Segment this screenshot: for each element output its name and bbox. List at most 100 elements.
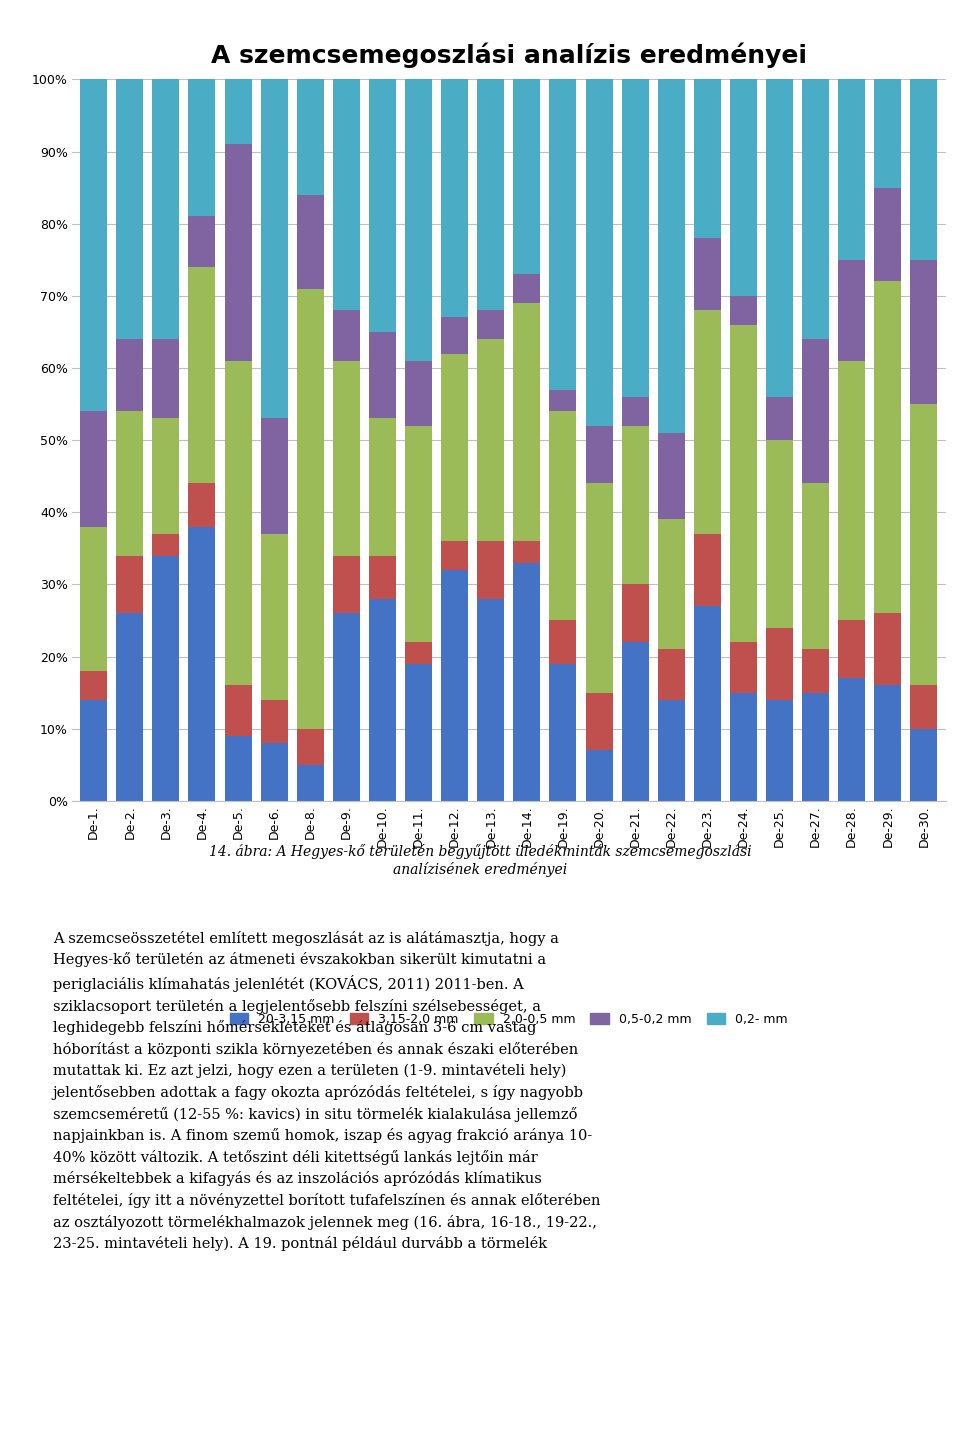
Bar: [477, 79, 504, 310]
Bar: [910, 404, 938, 685]
Bar: [910, 79, 938, 260]
Bar: [333, 556, 360, 613]
Bar: [405, 79, 432, 361]
Bar: [297, 729, 324, 765]
Bar: [622, 397, 649, 426]
Bar: [766, 440, 793, 628]
Bar: [838, 620, 865, 678]
Bar: [260, 700, 288, 743]
Bar: [875, 79, 901, 188]
Bar: [153, 418, 180, 534]
Bar: [875, 685, 901, 801]
Bar: [153, 534, 180, 556]
Bar: [875, 613, 901, 685]
Bar: [369, 79, 396, 332]
Title: A szemcsemegoszlási analízis eredményei: A szemcsemegoszlási analízis eredményei: [211, 42, 806, 68]
Bar: [549, 411, 577, 620]
Bar: [333, 310, 360, 361]
Bar: [441, 317, 468, 354]
Bar: [260, 743, 288, 801]
Bar: [549, 664, 577, 801]
Bar: [80, 411, 108, 527]
Bar: [260, 534, 288, 700]
Bar: [730, 296, 757, 325]
Bar: [225, 361, 252, 685]
Bar: [514, 79, 540, 274]
Bar: [225, 736, 252, 801]
Bar: [260, 79, 288, 418]
Bar: [549, 620, 577, 664]
Bar: [910, 685, 938, 729]
Bar: [803, 693, 829, 801]
Bar: [766, 628, 793, 700]
Bar: [658, 519, 684, 649]
Bar: [586, 693, 612, 750]
Bar: [188, 216, 215, 267]
Text: A szemcseösszetétel említett megoszlását az is alátámasztja, hogy a
Hegyes-kő te: A szemcseösszetétel említett megoszlását…: [53, 931, 600, 1251]
Bar: [803, 649, 829, 693]
Bar: [694, 310, 721, 534]
Bar: [694, 534, 721, 606]
Bar: [116, 556, 143, 613]
Bar: [441, 354, 468, 541]
Bar: [260, 418, 288, 534]
Bar: [910, 729, 938, 801]
Bar: [80, 527, 108, 671]
Bar: [838, 678, 865, 801]
Bar: [838, 361, 865, 620]
Bar: [586, 79, 612, 426]
Bar: [658, 433, 684, 519]
Bar: [658, 649, 684, 700]
Bar: [297, 765, 324, 801]
Bar: [188, 79, 215, 216]
Bar: [514, 303, 540, 541]
Bar: [586, 483, 612, 693]
Bar: [803, 339, 829, 483]
Bar: [333, 613, 360, 801]
Text: 14. ábra: A Hegyes-kő területén begyűjtött üledékminták szemcsemegoszlási
analíz: 14. ábra: A Hegyes-kő területén begyűjtö…: [208, 844, 752, 876]
Bar: [116, 411, 143, 556]
Bar: [694, 606, 721, 801]
Bar: [766, 397, 793, 440]
Bar: [477, 310, 504, 339]
Bar: [477, 339, 504, 541]
Bar: [549, 390, 577, 411]
Bar: [297, 79, 324, 195]
Bar: [153, 79, 180, 339]
Bar: [838, 260, 865, 361]
Bar: [188, 527, 215, 801]
Bar: [225, 144, 252, 361]
Bar: [766, 700, 793, 801]
Bar: [586, 426, 612, 483]
Bar: [441, 570, 468, 801]
Bar: [116, 79, 143, 339]
Bar: [297, 195, 324, 289]
Bar: [477, 541, 504, 599]
Bar: [369, 599, 396, 801]
Bar: [514, 274, 540, 303]
Bar: [153, 556, 180, 801]
Bar: [441, 79, 468, 317]
Bar: [333, 361, 360, 556]
Bar: [838, 79, 865, 260]
Bar: [514, 541, 540, 563]
Bar: [405, 642, 432, 664]
Bar: [694, 238, 721, 310]
Bar: [405, 664, 432, 801]
Bar: [658, 700, 684, 801]
Bar: [80, 671, 108, 700]
Bar: [549, 79, 577, 390]
Bar: [622, 426, 649, 584]
Bar: [225, 685, 252, 736]
Bar: [875, 188, 901, 281]
Bar: [730, 79, 757, 296]
Bar: [622, 642, 649, 801]
Bar: [622, 584, 649, 642]
Bar: [730, 642, 757, 693]
Bar: [477, 599, 504, 801]
Bar: [622, 79, 649, 397]
Bar: [766, 79, 793, 397]
Bar: [333, 79, 360, 310]
Bar: [369, 556, 396, 599]
Bar: [153, 339, 180, 418]
